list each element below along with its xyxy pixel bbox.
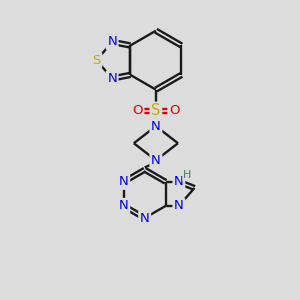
Text: N: N xyxy=(174,200,184,212)
Text: N: N xyxy=(119,175,129,188)
Text: N: N xyxy=(151,154,161,167)
Text: S: S xyxy=(151,103,160,118)
Text: N: N xyxy=(140,212,150,224)
Text: H: H xyxy=(183,170,191,180)
Text: N: N xyxy=(151,120,161,133)
Text: N: N xyxy=(107,35,117,48)
Text: N: N xyxy=(174,175,184,188)
Text: N: N xyxy=(107,72,117,85)
Text: N: N xyxy=(119,200,129,212)
Text: O: O xyxy=(132,104,143,117)
Text: O: O xyxy=(169,104,179,117)
Text: S: S xyxy=(92,54,101,67)
